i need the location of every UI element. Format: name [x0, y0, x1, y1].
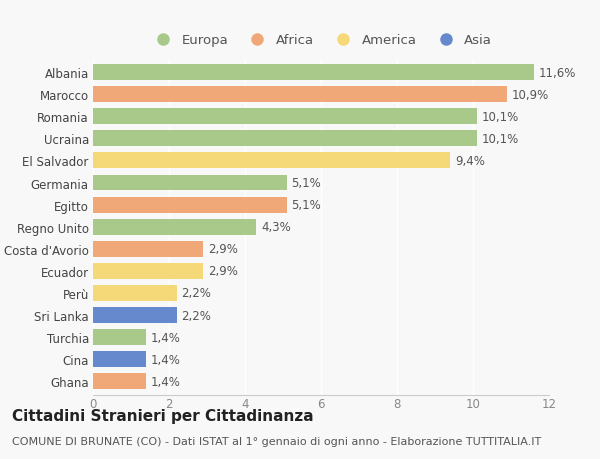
- Bar: [93, 131, 477, 147]
- Bar: [93, 330, 146, 345]
- Legend: Europa, Africa, America, Asia: Europa, Africa, America, Asia: [148, 32, 494, 50]
- Bar: [93, 87, 507, 103]
- Bar: [93, 109, 477, 125]
- Text: 2,9%: 2,9%: [208, 243, 238, 256]
- Text: 4,3%: 4,3%: [261, 221, 291, 234]
- Text: Cittadini Stranieri per Cittadinanza: Cittadini Stranieri per Cittadinanza: [12, 409, 314, 424]
- Bar: [93, 153, 450, 169]
- Bar: [93, 219, 256, 235]
- Bar: [93, 263, 203, 279]
- Text: 1,4%: 1,4%: [151, 353, 181, 366]
- Text: 11,6%: 11,6%: [538, 67, 576, 79]
- Text: 2,2%: 2,2%: [181, 287, 211, 300]
- Text: 1,4%: 1,4%: [151, 375, 181, 388]
- Bar: [93, 308, 176, 323]
- Text: 9,4%: 9,4%: [455, 155, 485, 168]
- Bar: [93, 175, 287, 191]
- Text: 10,9%: 10,9%: [512, 89, 549, 101]
- Text: 5,1%: 5,1%: [292, 199, 321, 212]
- Bar: [93, 65, 534, 81]
- Bar: [93, 197, 287, 213]
- Bar: [93, 352, 146, 367]
- Text: 10,1%: 10,1%: [481, 111, 518, 123]
- Text: COMUNE DI BRUNATE (CO) - Dati ISTAT al 1° gennaio di ogni anno - Elaborazione TU: COMUNE DI BRUNATE (CO) - Dati ISTAT al 1…: [12, 436, 541, 446]
- Text: 2,9%: 2,9%: [208, 265, 238, 278]
- Text: 10,1%: 10,1%: [481, 133, 518, 146]
- Bar: [93, 285, 176, 301]
- Text: 1,4%: 1,4%: [151, 331, 181, 344]
- Bar: [93, 241, 203, 257]
- Text: 2,2%: 2,2%: [181, 309, 211, 322]
- Text: 5,1%: 5,1%: [292, 177, 321, 190]
- Bar: [93, 374, 146, 389]
